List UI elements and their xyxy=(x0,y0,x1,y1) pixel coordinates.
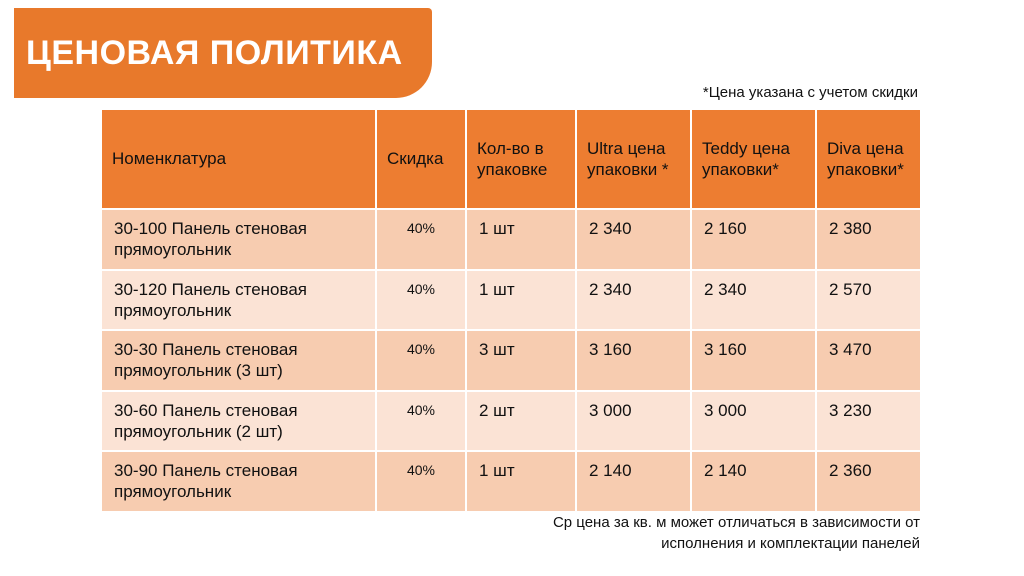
cell-teddy-price: 2 340 xyxy=(690,268,817,331)
cell-diva-price: 2 570 xyxy=(815,268,922,331)
cell-discount: 40% xyxy=(375,329,467,392)
cell-qty: 1 шт xyxy=(465,268,577,331)
cell-discount: 40% xyxy=(375,268,467,331)
cell-discount: 40% xyxy=(375,450,467,513)
table-row: 30-60 Панель стеновая прямоугольник (2 ш… xyxy=(100,389,922,452)
cell-teddy-price: 3 000 xyxy=(690,389,817,452)
cell-ultra-price: 2 340 xyxy=(575,208,692,271)
price-table: Номенклатура Скидка Кол-во в упаковке Ul… xyxy=(100,108,922,513)
cell-teddy-price: 2 160 xyxy=(690,208,817,271)
table-row: 30-30 Панель стеновая прямоугольник (3 ш… xyxy=(100,329,922,392)
cell-qty: 3 шт xyxy=(465,329,577,392)
title-banner: ЦЕНОВАЯ ПОЛИТИКА xyxy=(14,8,432,98)
column-header-diva-price: Diva цена упаковки* xyxy=(815,108,922,210)
cell-qty: 1 шт xyxy=(465,450,577,513)
column-header-ultra-price: Ultra цена упаковки * xyxy=(575,108,692,210)
cell-ultra-price: 3 000 xyxy=(575,389,692,452)
column-header-qty-per-pack: Кол-во в упаковке xyxy=(465,108,577,210)
cell-qty: 1 шт xyxy=(465,208,577,271)
cell-diva-price: 3 230 xyxy=(815,389,922,452)
cell-nomenclature: 30-60 Панель стеновая прямоугольник (2 ш… xyxy=(100,389,377,452)
cell-diva-price: 2 380 xyxy=(815,208,922,271)
cell-nomenclature: 30-100 Панель стеновая прямоугольник xyxy=(100,208,377,271)
page-title: ЦЕНОВАЯ ПОЛИТИКА xyxy=(26,33,403,72)
cell-teddy-price: 3 160 xyxy=(690,329,817,392)
cell-diva-price: 2 360 xyxy=(815,450,922,513)
cell-nomenclature: 30-90 Панель стеновая прямоугольник xyxy=(100,450,377,513)
table-row: 30-100 Панель стеновая прямоугольник 40%… xyxy=(100,208,922,271)
cell-discount: 40% xyxy=(375,208,467,271)
table-row: 30-90 Панель стеновая прямоугольник 40% … xyxy=(100,450,922,513)
cell-qty: 2 шт xyxy=(465,389,577,452)
column-header-discount: Скидка xyxy=(375,108,467,210)
cell-teddy-price: 2 140 xyxy=(690,450,817,513)
footer-note: Ср цена за кв. м может отличаться в зави… xyxy=(552,514,920,552)
column-header-teddy-price: Teddy цена упаковки* xyxy=(690,108,817,210)
cell-ultra-price: 3 160 xyxy=(575,329,692,392)
cell-discount: 40% xyxy=(375,389,467,452)
cell-nomenclature: 30-120 Панель стеновая прямоугольник xyxy=(100,268,377,331)
header-row: Номенклатура Скидка Кол-во в упаковке Ul… xyxy=(100,108,922,210)
cell-diva-price: 3 470 xyxy=(815,329,922,392)
discount-note: *Цена указана с учетом скидки xyxy=(702,84,918,101)
table-row: 30-120 Панель стеновая прямоугольник 40%… xyxy=(100,268,922,331)
column-header-nomenclature: Номенклатура xyxy=(100,108,377,210)
cell-ultra-price: 2 340 xyxy=(575,268,692,331)
cell-ultra-price: 2 140 xyxy=(575,450,692,513)
cell-nomenclature: 30-30 Панель стеновая прямоугольник (3 ш… xyxy=(100,329,377,392)
